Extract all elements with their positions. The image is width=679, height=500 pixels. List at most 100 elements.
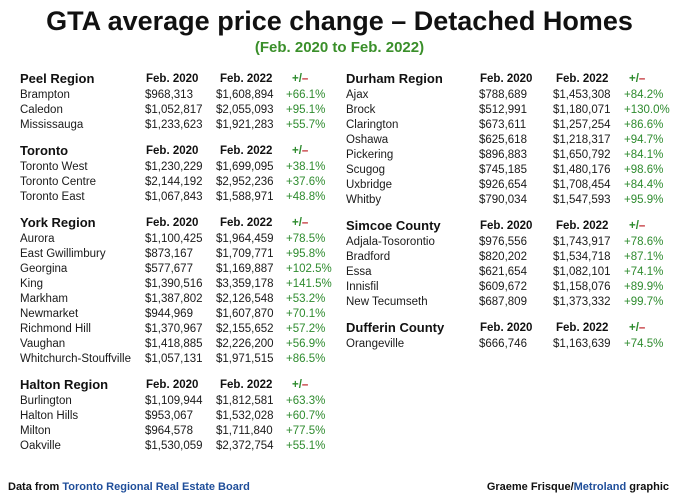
minus-sign: – bbox=[301, 217, 309, 229]
region-header-row: Dufferin County Feb. 2020 Feb. 2022 +/– bbox=[346, 319, 671, 337]
price-feb2022: $1,180,071 bbox=[553, 104, 611, 116]
table-row: Halton Hills $953,067 $1,532,028 +60.7% bbox=[20, 409, 330, 424]
region-block: Toronto Feb. 2020 Feb. 2022 +/– Toronto West… bbox=[20, 142, 330, 205]
column-header-feb2022: Feb. 2022 bbox=[556, 322, 609, 334]
percent-change: +56.9% bbox=[286, 338, 326, 350]
table-row: Milton $964,578 $1,711,840 +77.5% bbox=[20, 424, 330, 439]
percent-change: +37.6% bbox=[286, 176, 326, 188]
column-header-change: +/– bbox=[629, 319, 645, 337]
price-feb2020: $1,067,843 bbox=[145, 191, 203, 203]
table-row: Newmarket $944,969 $1,607,870 +70.1% bbox=[20, 307, 330, 322]
minus-sign: – bbox=[638, 322, 646, 334]
area-name: Vaughan bbox=[20, 338, 66, 350]
region-block: Dufferin County Feb. 2020 Feb. 2022 +/– Oran… bbox=[346, 319, 671, 352]
table-row: Orangeville $666,746 $1,163,639 +74.5% bbox=[346, 337, 671, 352]
percent-change: +53.2% bbox=[286, 293, 326, 305]
price-feb2022: $2,155,652 bbox=[216, 323, 274, 335]
minus-sign: – bbox=[638, 73, 646, 85]
price-feb2020: $820,202 bbox=[479, 251, 527, 263]
percent-change: +57.2% bbox=[286, 323, 326, 335]
region-name: Peel Region bbox=[20, 71, 95, 86]
price-feb2022: $1,588,971 bbox=[216, 191, 274, 203]
region-block: York Region Feb. 2020 Feb. 2022 +/– Aurora $1… bbox=[20, 214, 332, 367]
plus-sign: +/ bbox=[292, 73, 302, 85]
region-block: Simcoe County Feb. 2020 Feb. 2022 +/– Adjala… bbox=[346, 217, 671, 310]
table-row: Adjala-Tosorontio $976,556 $1,743,917 +78.6… bbox=[346, 235, 671, 250]
area-name: Scugog bbox=[346, 164, 386, 176]
table-row: Caledon $1,052,817 $2,055,093 +95.1% bbox=[20, 103, 330, 118]
data-source-name: Toronto Regional Real Estate Board bbox=[62, 481, 250, 493]
price-feb2020: $745,185 bbox=[479, 164, 527, 176]
area-name: Brampton bbox=[20, 89, 70, 101]
area-name: Milton bbox=[20, 425, 51, 437]
table-row: Scugog $745,185 $1,480,176 +98.6% bbox=[346, 163, 671, 178]
price-feb2022: $1,711,840 bbox=[216, 425, 273, 437]
percent-change: +86.5% bbox=[286, 353, 326, 365]
price-feb2022: $1,480,176 bbox=[553, 164, 611, 176]
table-row: Uxbridge $926,654 $1,708,454 +84.4% bbox=[346, 178, 671, 193]
area-name: Clarington bbox=[346, 119, 399, 131]
region-block: Durham Region Feb. 2020 Feb. 2022 +/– Ajax $7… bbox=[346, 70, 671, 208]
price-feb2022: $2,055,093 bbox=[216, 104, 274, 116]
area-name: Toronto West bbox=[20, 161, 88, 173]
area-name: Pickering bbox=[346, 149, 394, 161]
percent-change: +86.6% bbox=[624, 119, 664, 131]
percent-change: +74.1% bbox=[624, 266, 664, 278]
price-feb2020: $1,530,059 bbox=[145, 440, 203, 452]
left-column: Peel Region Feb. 2020 Feb. 2022 +/– Brampton… bbox=[20, 70, 332, 463]
region-header-row: Halton Region Feb. 2020 Feb. 2022 +/– bbox=[20, 376, 330, 394]
region-name: Durham Region bbox=[346, 71, 443, 86]
percent-change: +84.4% bbox=[624, 179, 664, 191]
area-name: Brock bbox=[346, 104, 376, 116]
price-feb2020: $873,167 bbox=[145, 248, 193, 260]
price-feb2020: $609,672 bbox=[479, 281, 527, 293]
price-feb2022: $1,453,308 bbox=[553, 89, 611, 101]
table-row: Toronto Centre $2,144,192 $2,952,236 +37.6% bbox=[20, 175, 330, 190]
percent-change: +60.7% bbox=[286, 410, 326, 422]
area-name: Caledon bbox=[20, 104, 63, 116]
price-feb2022: $1,608,894 bbox=[216, 89, 274, 101]
table-row: Aurora $1,100,425 $1,964,459 +78.5% bbox=[20, 232, 330, 247]
column-header-feb2022: Feb. 2022 bbox=[556, 73, 609, 85]
price-feb2020: $1,387,802 bbox=[145, 293, 203, 305]
price-feb2022: $1,971,515 bbox=[216, 353, 274, 365]
table-row: Whitby $790,034 $1,547,593 +95.9% bbox=[346, 193, 671, 208]
price-feb2022: $1,257,254 bbox=[553, 119, 611, 131]
percent-change: +74.5% bbox=[624, 338, 664, 350]
percent-change: +89.9% bbox=[624, 281, 664, 293]
percent-change: +70.1% bbox=[286, 308, 326, 320]
price-feb2020: $621,654 bbox=[479, 266, 527, 278]
column-header-feb2020: Feb. 2020 bbox=[480, 322, 533, 334]
area-name: Aurora bbox=[20, 233, 55, 245]
price-feb2020: $1,233,623 bbox=[145, 119, 203, 131]
price-feb2022: $2,226,200 bbox=[216, 338, 274, 350]
region-name: Toronto bbox=[20, 143, 69, 158]
chart-title: GTA average price change – Detached Home… bbox=[46, 6, 633, 36]
price-feb2020: $512,991 bbox=[479, 104, 527, 116]
percent-change: +94.7% bbox=[624, 134, 664, 146]
price-feb2022: $3,359,178 bbox=[216, 278, 274, 290]
percent-change: +84.2% bbox=[624, 89, 664, 101]
price-feb2020: $1,100,425 bbox=[145, 233, 203, 245]
area-name: King bbox=[20, 278, 44, 290]
column-header-feb2022: Feb. 2022 bbox=[220, 73, 273, 85]
percent-change: +95.1% bbox=[286, 104, 326, 116]
table-row: East Gwillimbury $873,167 $1,709,771 +95.8% bbox=[20, 247, 330, 262]
price-feb2020: $2,144,192 bbox=[145, 176, 203, 188]
price-feb2020: $976,556 bbox=[479, 236, 527, 248]
plus-sign: +/ bbox=[629, 73, 639, 85]
price-feb2020: $788,689 bbox=[479, 89, 527, 101]
table-row: Brock $512,991 $1,180,071 +130.0% bbox=[346, 103, 671, 118]
price-feb2022: $1,218,317 bbox=[553, 134, 611, 146]
price-feb2022: $1,650,792 bbox=[553, 149, 611, 161]
region-header-row: Simcoe County Feb. 2020 Feb. 2022 +/– bbox=[346, 217, 671, 235]
price-feb2022: $1,921,283 bbox=[216, 119, 274, 131]
chart-subtitle: (Feb. 2020 to Feb. 2022) bbox=[254, 39, 425, 56]
percent-change: +66.1% bbox=[286, 89, 326, 101]
table-row: Oshawa $625,618 $1,218,317 +94.7% bbox=[346, 133, 671, 148]
column-header-change: +/– bbox=[292, 376, 308, 394]
minus-sign: – bbox=[638, 220, 646, 232]
table-row: Clarington $673,611 $1,257,254 +86.6% bbox=[346, 118, 671, 133]
region-block: Halton Region Feb. 2020 Feb. 2022 +/– Burlin… bbox=[20, 376, 330, 454]
price-feb2022: $1,169,887 bbox=[216, 263, 274, 275]
